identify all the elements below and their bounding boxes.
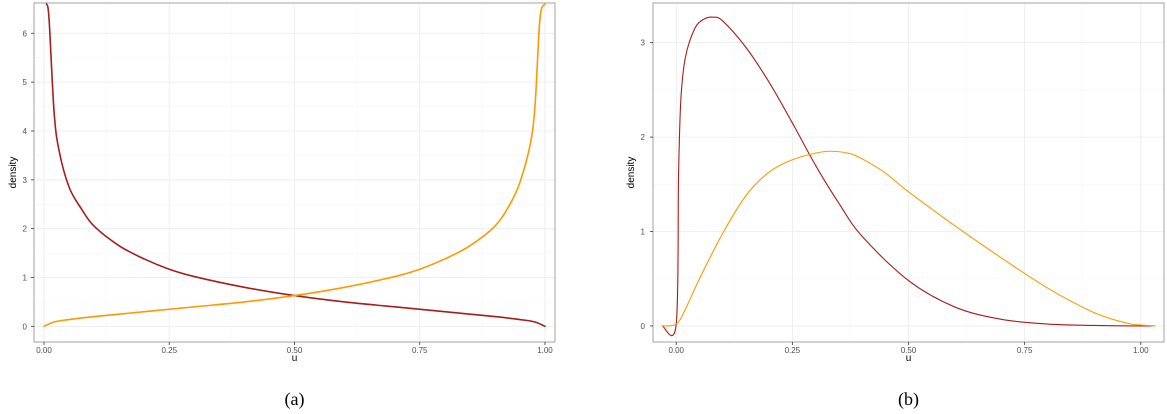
panel-b: 0.00 0.25 0.50 0.75 1.00 0 1 2 3 u density (b) <box>626 2 1165 410</box>
panel-a-y-tick-label: 5 <box>23 78 28 87</box>
panel-b-x-tick-label: 0.00 <box>668 346 684 355</box>
panel-a-y-axis-title: density <box>8 157 19 189</box>
panel-a-y-tick-label: 4 <box>23 127 28 136</box>
panel-a-x-axis-title: u <box>292 353 298 364</box>
panel-b-x-tick-label: 1.00 <box>1133 346 1149 355</box>
panel-b-series-1-line <box>661 16 1156 337</box>
panel-b-series-2-line <box>661 150 1156 327</box>
panel-a-series-2-line <box>43 3 546 328</box>
panel-a-caption: (a) <box>285 389 305 410</box>
panel-b-y-tick-label: 0 <box>641 322 646 331</box>
panel-a-x-tick-label: 0.25 <box>161 346 177 355</box>
panel-b-x-tick-label: 0.75 <box>1017 346 1033 355</box>
panel-b-x-tick-label: 0.25 <box>785 346 801 355</box>
panel-a-y-tick-label: 3 <box>23 176 28 185</box>
panel-a: 0.00 0.25 0.50 0.75 1.00 0 1 2 3 4 5 6 u density (a) <box>8 2 556 410</box>
panel-b-caption: (b) <box>898 389 919 410</box>
panel-a-x-tick-label: 0.50 <box>287 346 303 355</box>
panel-a-y-tick-label: 0 <box>23 322 28 331</box>
panel-a-x-tick-label: 1.00 <box>537 346 553 355</box>
panel-a-x-tick-label: 0.00 <box>36 346 52 355</box>
panel-b-x-tick-label: 0.50 <box>901 346 917 355</box>
panel-a-y-tick-label: 2 <box>23 225 28 234</box>
panel-b-y-tick-label: 3 <box>641 39 646 48</box>
panel-b-y-tick-label: 2 <box>641 133 646 142</box>
panel-a-x-tick-label: 0.75 <box>412 346 428 355</box>
panel-b-x-axis-title: u <box>906 353 912 364</box>
panel-a-y-tick-label: 6 <box>23 29 28 38</box>
panel-a-y-tick-label: 1 <box>23 274 28 283</box>
panel-b-y-tick-label: 1 <box>641 228 646 237</box>
panel-b-y-axis-title: density <box>626 157 637 189</box>
panel-a-series-1-line <box>45 3 546 328</box>
